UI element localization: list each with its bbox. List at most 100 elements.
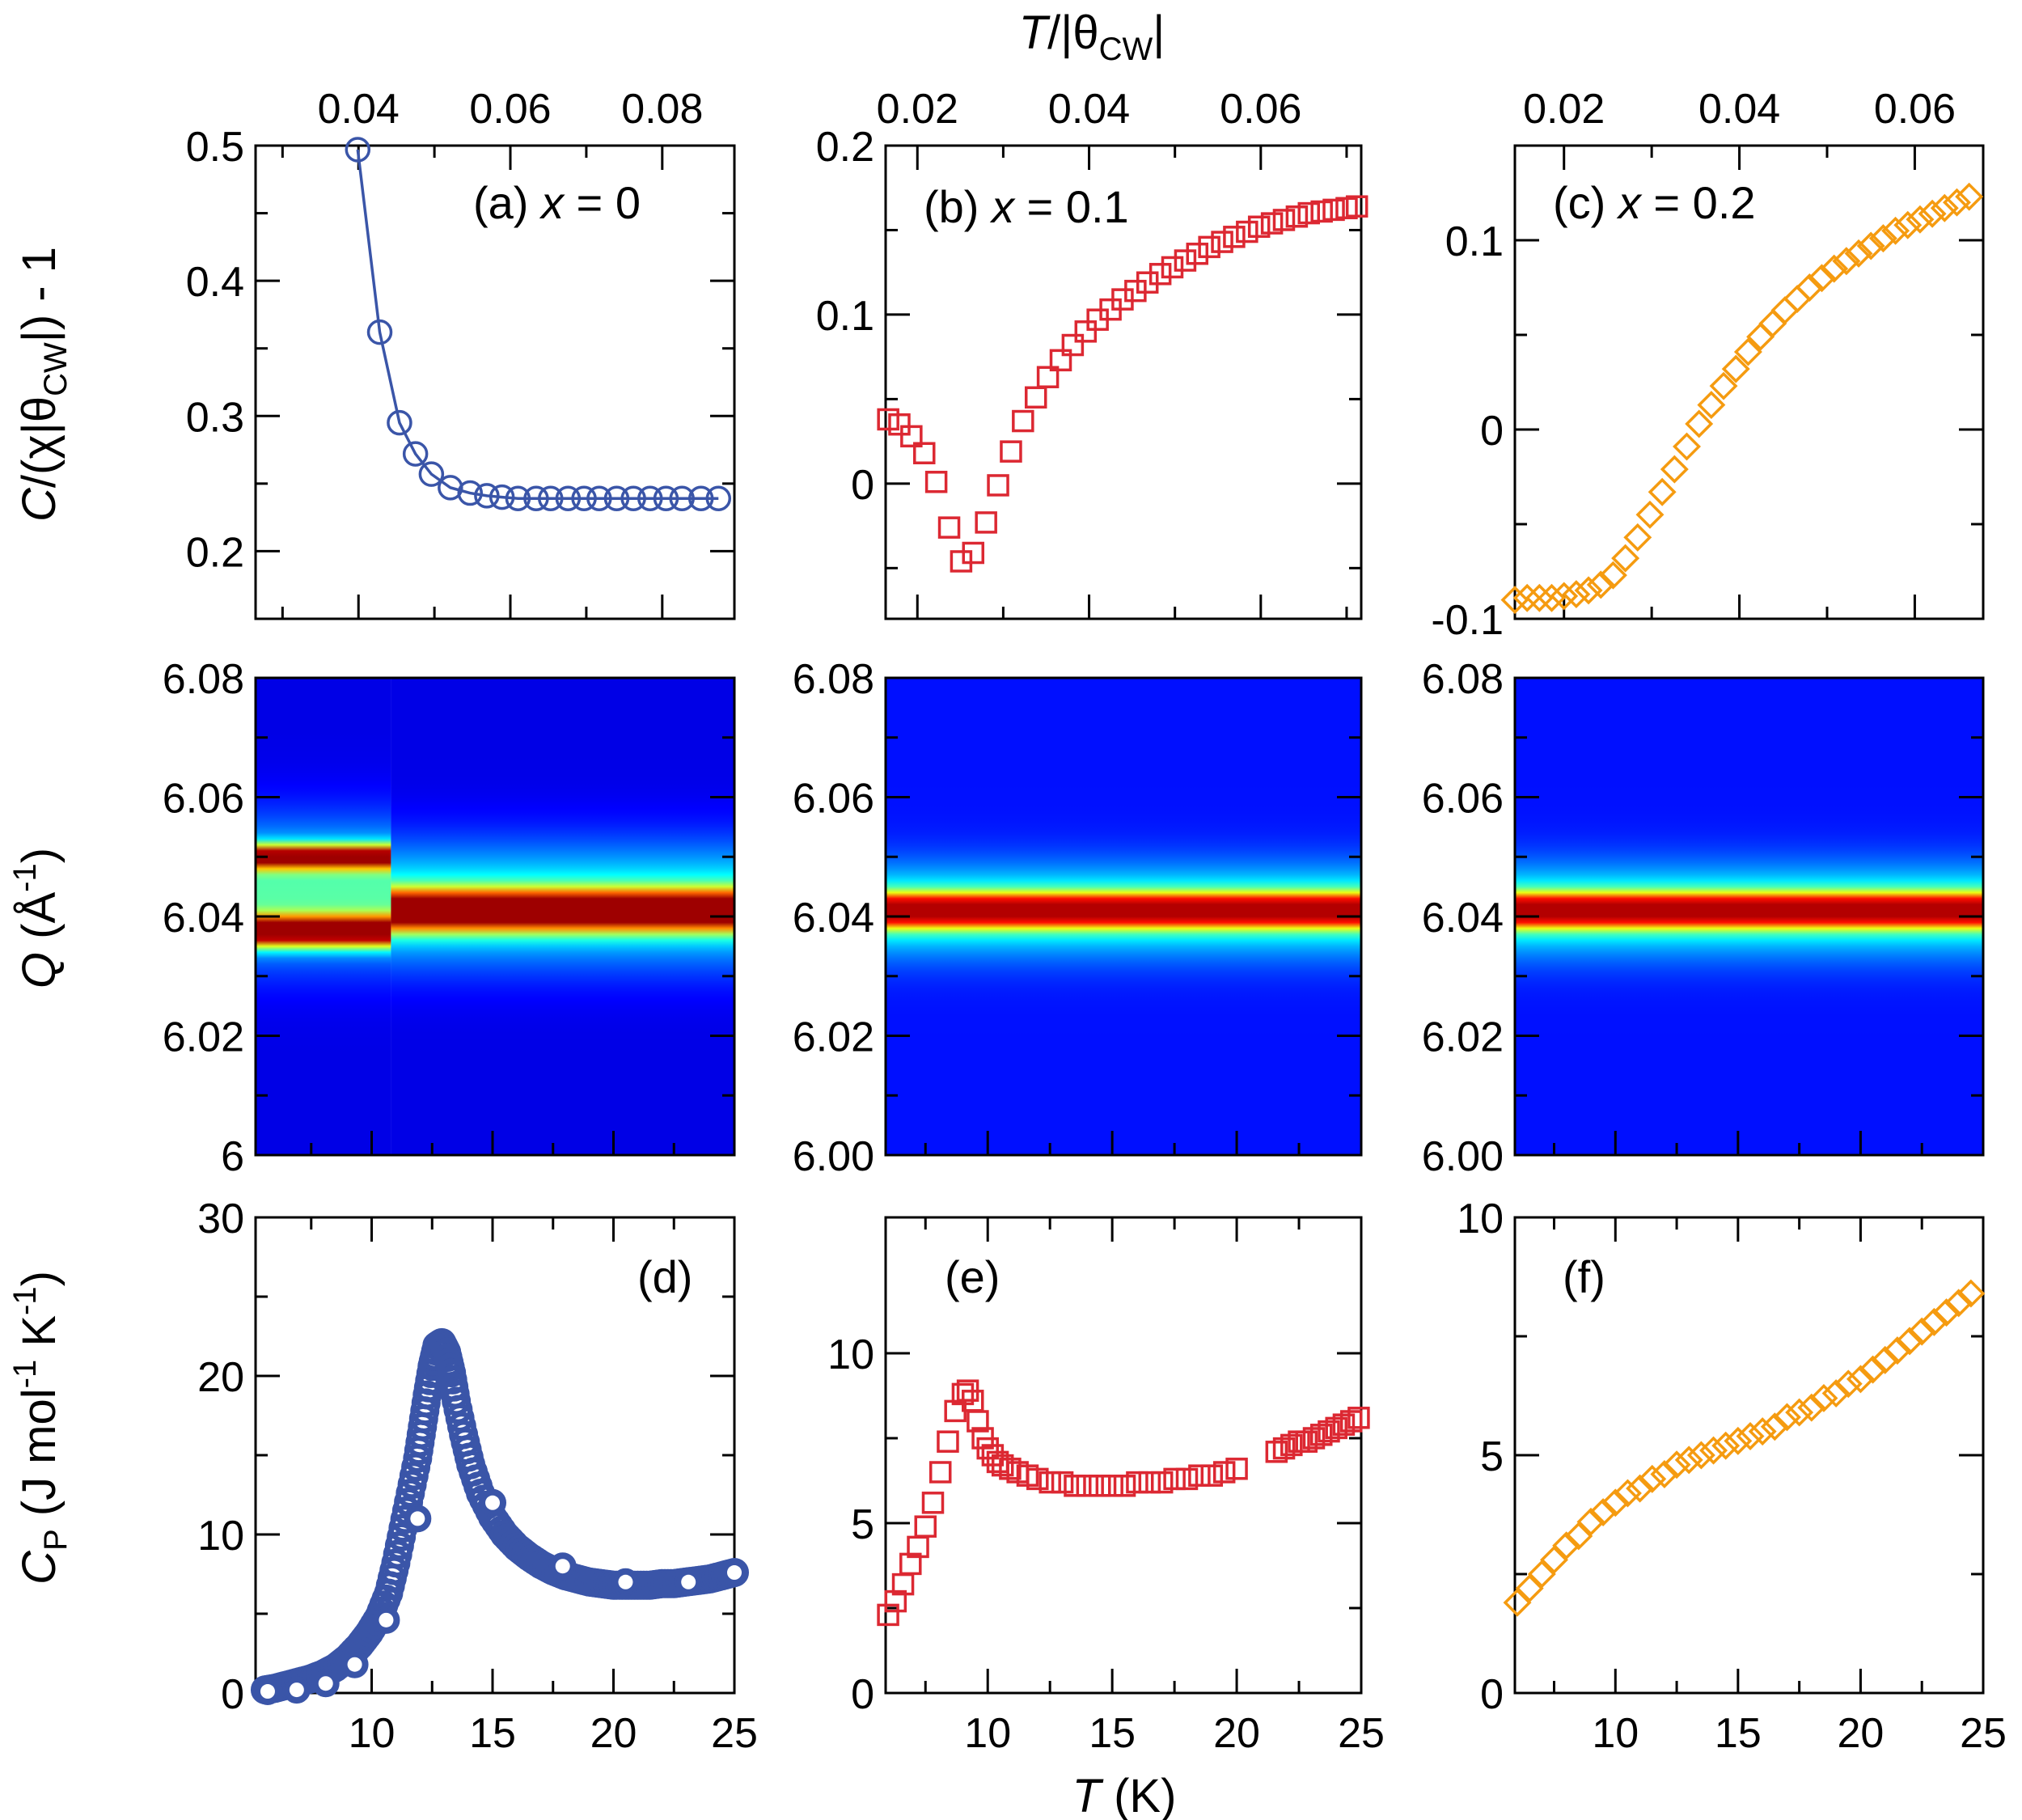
panel-e-point: [899, 1552, 922, 1576]
panel-f-point: [1552, 1531, 1581, 1560]
panel-c-point: [1783, 285, 1812, 314]
panel-f-point: [1883, 1336, 1912, 1365]
panel-d-reference-point-center: [485, 1495, 501, 1510]
panel-d-reference-point-center: [379, 1612, 394, 1627]
panel-a-point: [474, 483, 500, 509]
panel-f-point: [1638, 1464, 1667, 1493]
panel-f-point: [1564, 1522, 1593, 1551]
panel-f-point: [1588, 1498, 1618, 1527]
panel-map-x01-y-tick-label: 6.02: [793, 1014, 874, 1061]
panel-e-point: [1347, 1407, 1370, 1429]
panel-c-point: [1500, 586, 1529, 615]
panel-e-label: (e): [945, 1251, 1000, 1302]
panel-d-reference-point-center: [289, 1682, 304, 1698]
panel-b-point: [1198, 235, 1220, 259]
panel-d-label: (d): [637, 1251, 692, 1302]
panel-e-point: [1051, 1471, 1074, 1494]
panel-e-point: [1272, 1437, 1296, 1460]
panel-f-point: [1895, 1327, 1924, 1356]
panel-c-point: [1758, 309, 1787, 338]
panel-e-point: [1280, 1433, 1303, 1457]
panel-f-point: [1686, 1441, 1715, 1470]
panel-b-top-tick-label: 0.04: [1048, 86, 1130, 133]
panel-f-point: [1626, 1474, 1655, 1503]
panel-c-point: [1955, 182, 1984, 211]
panel-e-point: [1089, 1475, 1111, 1497]
panel-a-point: [586, 485, 612, 511]
panel-f-point: [1515, 1574, 1544, 1603]
panel-e-point: [1113, 1475, 1136, 1497]
panel-c-point: [1856, 231, 1885, 260]
panel-c-label: (c) x = 0.2: [1553, 177, 1756, 228]
panel-f-point: [1662, 1450, 1691, 1479]
row-label-top: C/(χ|θCW|) - 1: [13, 247, 74, 522]
panel-e-point: [914, 1515, 937, 1538]
panel-f-point: [1540, 1545, 1568, 1574]
panel-f-point: [1956, 1279, 1986, 1308]
panel-e-point: [1339, 1410, 1363, 1433]
panel-map-x0-y-tick-label: 6.08: [163, 656, 244, 703]
panel-d-reference-point-center: [618, 1574, 633, 1589]
panel-c-point: [1525, 583, 1554, 612]
panel-d-y-tick-label: 30: [197, 1196, 244, 1242]
panel-e-x-tick-label: 15: [1089, 1710, 1136, 1757]
bottom-axis-title: T (K): [1072, 1770, 1177, 1820]
panel-e-point: [1101, 1475, 1123, 1497]
panel-c-point: [1623, 523, 1652, 552]
row-label-bottom: CP (J mol-1 K-1): [7, 1271, 74, 1585]
panel-f-point: [1711, 1431, 1741, 1460]
panel-c-top-tick-label: 0.02: [1523, 86, 1605, 133]
panel-f-point: [1699, 1436, 1728, 1465]
panel-c-top-tick-label: 0.06: [1874, 86, 1956, 133]
panel-c-point: [1709, 371, 1738, 400]
panel-d-x-tick-label: 15: [469, 1710, 516, 1757]
panel-b-y-tick-label: 0.1: [816, 293, 874, 340]
panel-c-point: [1538, 583, 1567, 612]
panel-c-point: [1586, 570, 1615, 599]
panel-f-point: [1846, 1365, 1875, 1394]
panel-e-point: [1126, 1471, 1148, 1494]
panel-a-y-tick-label: 0.3: [186, 394, 244, 441]
panel-map-x02-y-tick-label: 6.04: [1422, 895, 1504, 942]
panel-c-point: [1648, 477, 1677, 506]
panel-e-point: [1064, 1475, 1086, 1497]
panel-b-y-tick-label: 0.2: [816, 124, 874, 171]
panel-f-point: [1650, 1460, 1679, 1488]
panel-b-point: [1211, 231, 1233, 253]
panel-e-point: [1295, 1430, 1318, 1453]
panel-b-point: [1074, 320, 1098, 343]
panel-b-point: [1012, 409, 1034, 433]
panel-f-x-tick-label: 10: [1592, 1710, 1639, 1757]
panel-b-point: [1186, 242, 1209, 265]
panel-f-point: [1834, 1369, 1863, 1399]
top-axis-title: T/|θCW|: [1019, 6, 1165, 67]
panel-c-point: [1918, 199, 1947, 228]
panel-d-y-tick-label: 20: [197, 1354, 244, 1401]
panel-f-point: [1821, 1379, 1851, 1408]
panel-e-x-tick-label: 10: [964, 1710, 1011, 1757]
panel-e-point: [937, 1430, 959, 1453]
panel-map-x02-y-tick-label: 6.06: [1422, 776, 1504, 823]
panel-a-point: [687, 485, 714, 511]
panel-a-point: [653, 485, 679, 511]
panel-e-point: [1318, 1420, 1340, 1443]
panel-map-x02-y-tick-label: 6.08: [1422, 656, 1504, 703]
panel-a-point: [538, 485, 564, 511]
panel-b-point: [1297, 201, 1321, 225]
panel-d-x-tick-label: 20: [590, 1710, 637, 1757]
panel-c-y-tick-label: 0: [1480, 408, 1504, 455]
panel-d-y-tick-label: 0: [221, 1671, 244, 1718]
panel-f-point: [1773, 1403, 1801, 1432]
panel-b-point: [1223, 226, 1246, 248]
panel-c-point: [1770, 296, 1800, 325]
panel-e-y-tick-label: 0: [851, 1671, 874, 1718]
heatmap-map-x01: [886, 678, 1361, 1155]
panel-c-point: [1512, 583, 1542, 612]
panel-e-y-tick-label: 5: [851, 1501, 874, 1548]
panel-c-point: [1733, 337, 1762, 366]
panel-a-point: [669, 485, 695, 511]
panel-c-point: [1562, 580, 1591, 609]
panel-e-point: [1309, 1424, 1333, 1446]
panel-e-y-tick-label: 10: [827, 1331, 874, 1378]
panel-b-point: [900, 425, 923, 448]
